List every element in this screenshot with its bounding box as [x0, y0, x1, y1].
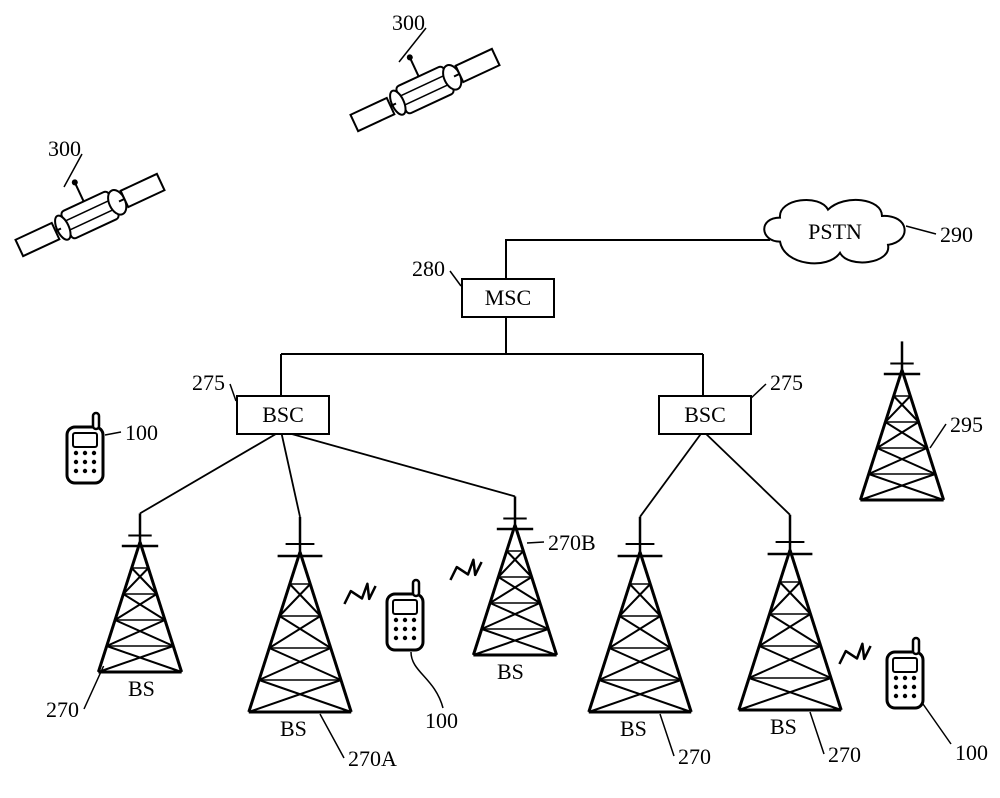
tower-icon	[249, 517, 351, 712]
label: 270	[46, 697, 79, 723]
label: 275	[770, 370, 803, 396]
bsc-label: BSC	[262, 402, 304, 428]
tower-icon	[860, 341, 943, 500]
msc-box: MSC	[461, 278, 555, 318]
bsc-label: BSC	[684, 402, 726, 428]
label: 100	[425, 708, 458, 734]
radio-link-icon	[835, 639, 874, 671]
label: 300	[392, 10, 425, 36]
bsc-box: BSC	[236, 395, 330, 435]
label: 270A	[348, 746, 397, 772]
radio-link-icon	[340, 579, 379, 611]
label: 280	[412, 256, 445, 282]
phone-icon	[887, 638, 923, 708]
pstn-cloud: PSTN	[750, 192, 920, 277]
phone-icon	[387, 580, 423, 650]
label: 295	[950, 412, 983, 438]
tower-icon	[739, 515, 841, 710]
label: BS	[280, 716, 307, 742]
label: 270	[828, 742, 861, 768]
label: 270B	[548, 530, 596, 556]
label: BS	[128, 676, 155, 702]
radio-link-icon	[446, 555, 485, 587]
label: BS	[770, 714, 797, 740]
phone-icon	[67, 413, 103, 483]
msc-label: MSC	[485, 285, 531, 311]
tower-icon	[589, 517, 691, 712]
label: 270	[678, 744, 711, 770]
label: 275	[192, 370, 225, 396]
tower-icon	[98, 513, 181, 672]
label: 100	[955, 740, 988, 766]
label: 100	[125, 420, 158, 446]
label: 300	[48, 136, 81, 162]
bsc-box: BSC	[658, 395, 752, 435]
pstn-label: PSTN	[808, 219, 862, 244]
tower-icon	[473, 496, 556, 655]
label: BS	[620, 716, 647, 742]
label: BS	[497, 659, 524, 685]
label: 290	[940, 222, 973, 248]
